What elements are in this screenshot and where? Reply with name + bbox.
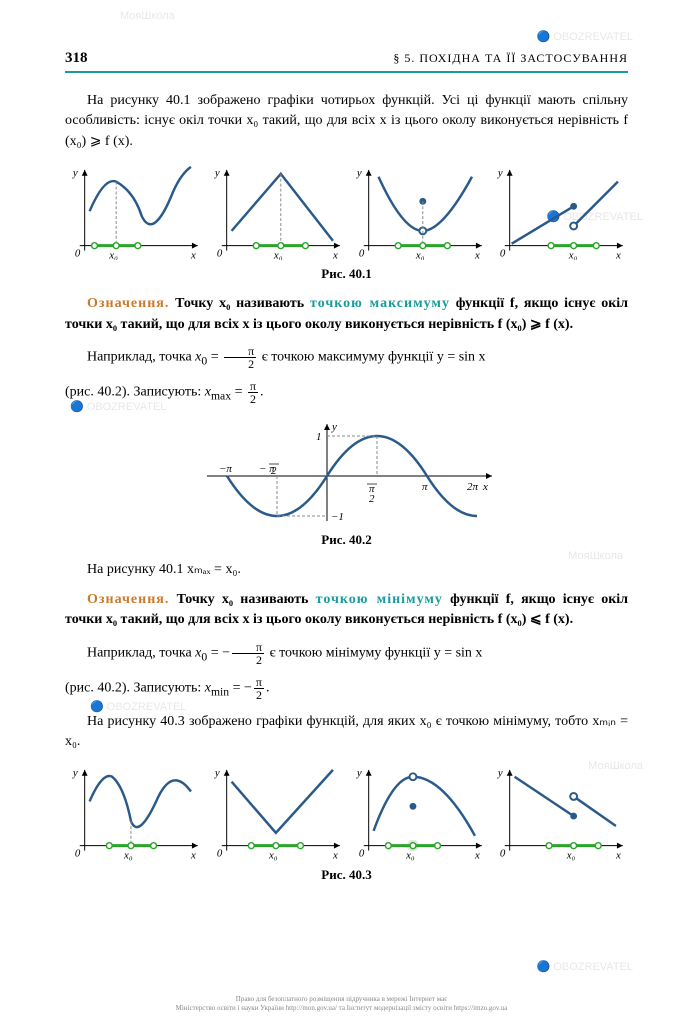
- svg-text:y: y: [331, 421, 337, 433]
- paragraph-ref-1: На рисунку 40.1 xₘₐₓ = x₀.: [65, 560, 628, 580]
- svg-text:−π: −π: [219, 463, 232, 475]
- svg-text:x₀: x₀: [568, 249, 578, 260]
- svg-text:y: y: [497, 767, 503, 779]
- svg-text:x: x: [190, 249, 196, 260]
- page-header: 318 § 5. ПОХІДНА ТА ЇЇ ЗАСТОСУВАННЯ: [65, 50, 628, 73]
- svg-text:x: x: [473, 850, 479, 861]
- svg-text:0: 0: [500, 848, 506, 860]
- svg-text:0: 0: [217, 848, 223, 860]
- figure-40-1: y 0 x x₀ y 0 x x₀ y 0 x x₀: [65, 162, 628, 260]
- svg-text:x: x: [482, 481, 488, 493]
- chart-max-4: y 0 x x₀: [490, 162, 628, 260]
- chart-min-3: y0xx₀: [349, 762, 487, 860]
- svg-text:x₀: x₀: [108, 249, 118, 260]
- svg-text:π: π: [422, 481, 428, 493]
- page-content: 318 § 5. ПОХІДНА ТА ЇЇ ЗАСТОСУВАННЯ На р…: [0, 0, 683, 915]
- term-minimum: точкою мінімуму: [316, 592, 443, 607]
- svg-text:2π: 2π: [467, 481, 479, 493]
- page-footer: Право для безоплатного розміщення підруч…: [0, 995, 683, 1012]
- svg-text:x: x: [615, 850, 621, 861]
- watermark: 🔵 OBOZREVATEL: [537, 960, 633, 973]
- figure-caption-1: Рис. 40.1: [65, 266, 628, 282]
- chart-min-1: y 0 x x₀: [65, 762, 203, 860]
- chart-max-1: y 0 x x₀: [65, 162, 203, 260]
- chart-max-3: y 0 x x₀: [349, 162, 487, 260]
- svg-text:x₀: x₀: [273, 249, 283, 260]
- figure-caption-2: Рис. 40.2: [65, 532, 628, 548]
- svg-text:0: 0: [217, 247, 223, 259]
- svg-text:x: x: [332, 249, 338, 260]
- svg-text:x: x: [615, 249, 621, 260]
- chart-min-4: y 0 x x₀: [490, 762, 628, 860]
- chart-max-2: y 0 x x₀: [207, 162, 345, 260]
- svg-text:y: y: [72, 167, 78, 179]
- paragraph-fig3-intro: На рисунку 40.3 зображено графіки функці…: [65, 712, 628, 753]
- svg-text:0: 0: [358, 247, 364, 259]
- svg-text:y: y: [355, 167, 361, 179]
- svg-text:x₀: x₀: [566, 850, 576, 861]
- svg-text:0: 0: [75, 848, 81, 860]
- svg-text:y: y: [72, 767, 78, 779]
- definition-label: Означення.: [87, 296, 169, 311]
- svg-text:0: 0: [75, 247, 81, 259]
- svg-text:2: 2: [369, 493, 375, 505]
- svg-text:y: y: [214, 167, 220, 179]
- figure-caption-3: Рис. 40.3: [65, 867, 628, 883]
- svg-text:y: y: [214, 767, 220, 779]
- paragraph-notation-max: (рис. 40.2). Записують: xmax = π2.: [65, 380, 628, 405]
- svg-text:x: x: [332, 850, 338, 861]
- paragraph-notation-min: (рис. 40.2). Записують: xmin = −π2.: [65, 676, 628, 701]
- chart-min-2: y 0 x x₀: [207, 762, 345, 860]
- paragraph-example-max: Наприклад, точка x0 = π2 є точкою максим…: [65, 345, 628, 370]
- svg-text:x₀: x₀: [123, 850, 133, 861]
- svg-text:−1: −1: [331, 511, 344, 523]
- svg-text:0: 0: [358, 848, 364, 860]
- paragraph-example-min: Наприклад, точка x0 = −π2 є точкою мінім…: [65, 641, 628, 666]
- svg-text:y: y: [497, 167, 503, 179]
- svg-text:0: 0: [500, 247, 506, 259]
- figure-40-3: y 0 x x₀ y 0 x x₀ y 0 x x₀: [65, 762, 628, 860]
- term-maximum: точкою максимуму: [310, 296, 450, 311]
- svg-text:x: x: [473, 249, 479, 260]
- page-number: 318: [65, 50, 88, 67]
- svg-text:y: y: [355, 767, 361, 779]
- paragraph-intro: На рисунку 40.1 зображено графіки чотирь…: [65, 91, 628, 152]
- svg-text:2: 2: [271, 465, 277, 477]
- svg-text:x₀: x₀: [414, 249, 424, 260]
- definition-label: Означення.: [87, 592, 169, 607]
- svg-text:x₀: x₀: [268, 850, 278, 861]
- section-title: § 5. ПОХІДНА ТА ЇЇ ЗАСТОСУВАННЯ: [393, 51, 628, 66]
- definition-maximum: Означення. Точку x₀ називають точкою мак…: [65, 294, 628, 335]
- svg-text:x: x: [190, 850, 196, 861]
- definition-minimum: Означення. Точку x₀ називають точкою мін…: [65, 590, 628, 631]
- figure-40-2: yx 1 −1 −π − π 2 π 2 π 2π: [65, 416, 628, 526]
- svg-text:1: 1: [316, 431, 322, 443]
